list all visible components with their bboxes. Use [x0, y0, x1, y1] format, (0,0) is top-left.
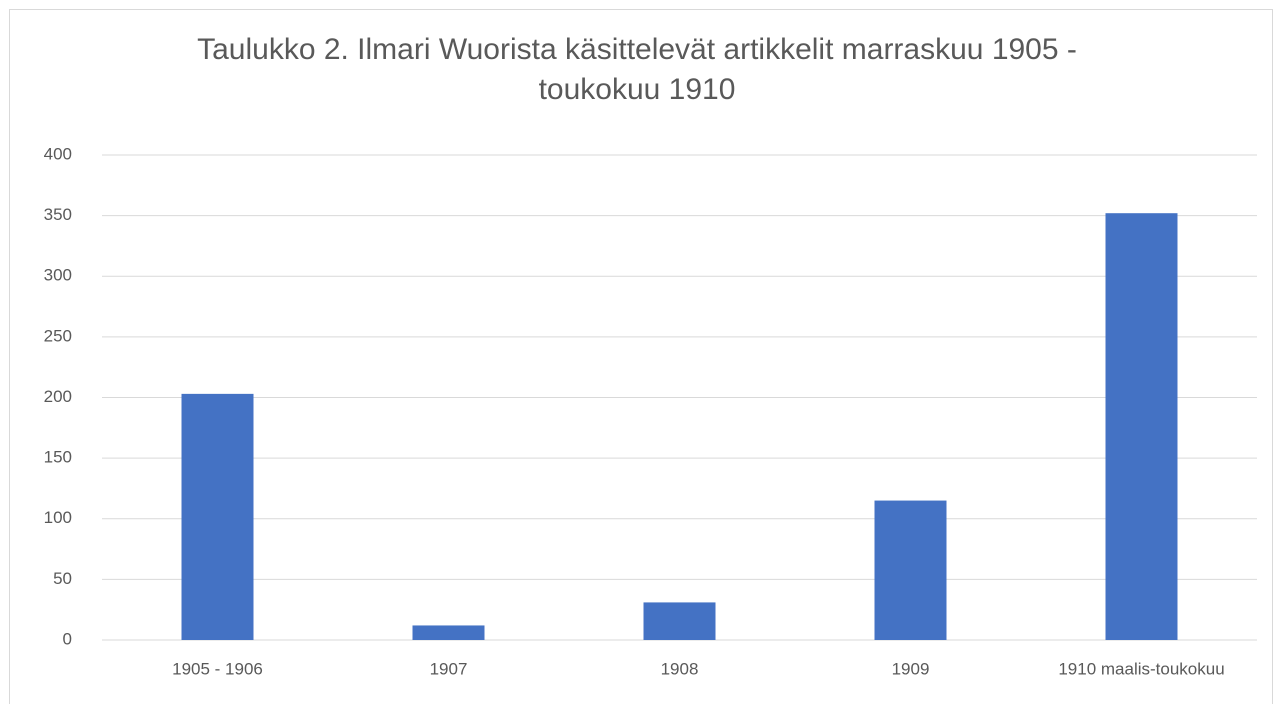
y-tick-label: 400: [44, 144, 72, 163]
x-tick-label: 1908: [661, 659, 699, 678]
x-tick-label: 1910 maalis-toukokuu: [1058, 659, 1224, 678]
y-tick-label: 100: [44, 508, 72, 527]
y-tick-label: 250: [44, 326, 72, 345]
y-tick-label: 150: [44, 448, 72, 467]
x-tick-label: 1909: [892, 659, 930, 678]
bar: [1105, 213, 1178, 640]
bar: [181, 393, 254, 640]
chart-title: Taulukko 2. Ilmari Wuorista käsittelevät…: [197, 33, 1077, 106]
bar: [643, 602, 716, 640]
y-tick-label: 300: [44, 266, 72, 285]
y-tick-label: 200: [44, 387, 72, 406]
bar: [874, 500, 947, 640]
y-tick-label: 0: [63, 629, 72, 648]
bar: [412, 625, 485, 640]
x-tick-label: 1905 - 1906: [172, 659, 263, 678]
y-tick-label: 50: [53, 569, 72, 588]
chart-frame: [9, 9, 1273, 704]
y-tick-label: 350: [44, 205, 72, 224]
x-tick-label: 1907: [430, 659, 468, 678]
